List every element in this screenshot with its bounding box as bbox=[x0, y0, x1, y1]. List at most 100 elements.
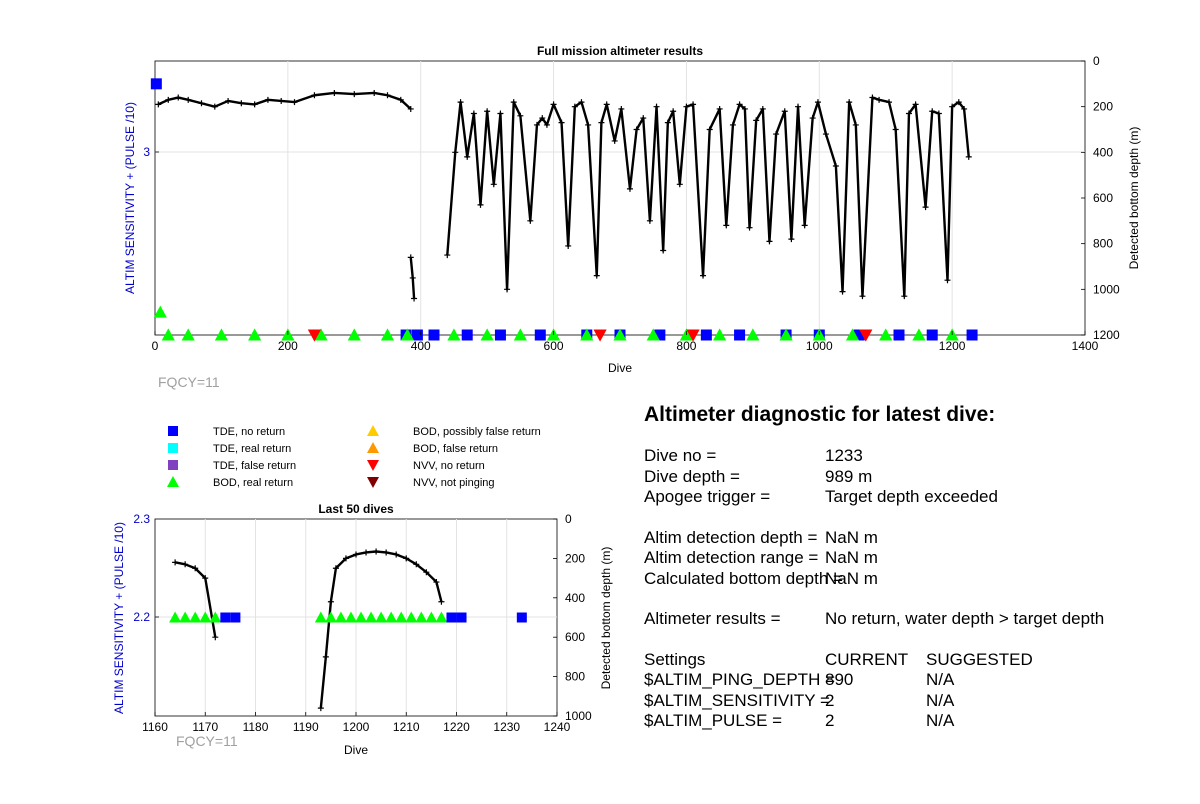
ping-depth-label: $ALTIM_PING_DEPTH = bbox=[644, 670, 835, 689]
x-tick-label: 1160 bbox=[142, 720, 168, 734]
status-marker bbox=[248, 328, 262, 341]
status-marker bbox=[380, 328, 395, 341]
y-tick-label-right: 0 bbox=[565, 512, 572, 526]
depth-point bbox=[822, 131, 829, 138]
legend-marker bbox=[168, 426, 178, 436]
depth-point bbox=[155, 101, 162, 108]
depth-point bbox=[912, 101, 919, 108]
status-marker bbox=[415, 611, 428, 623]
det-depth-value: NaN m bbox=[825, 527, 878, 547]
depth-point bbox=[700, 272, 707, 279]
status-marker bbox=[425, 611, 438, 623]
depth-point bbox=[832, 163, 839, 170]
depth-point bbox=[955, 99, 962, 106]
ping-depth-row: $ALTIM_PING_DEPTH = 890 N/A bbox=[644, 670, 1184, 691]
depth-point bbox=[729, 121, 736, 128]
status-marker bbox=[447, 328, 461, 341]
depth-point bbox=[332, 565, 339, 572]
results-label: Altimeter results = bbox=[644, 609, 781, 628]
depth-point bbox=[935, 110, 942, 117]
status-marker bbox=[534, 329, 546, 341]
pulse-label: $ALTIM_PULSE = bbox=[644, 711, 783, 730]
x-tick-label: 1220 bbox=[443, 720, 470, 734]
legend-marker bbox=[367, 425, 379, 436]
status-marker bbox=[646, 328, 660, 341]
depth-point bbox=[407, 254, 414, 261]
status-marker bbox=[334, 611, 347, 623]
status-marker bbox=[153, 305, 167, 318]
depth-point bbox=[317, 705, 324, 712]
depth-point bbox=[311, 92, 318, 99]
status-marker bbox=[314, 611, 327, 623]
depth-point bbox=[961, 105, 968, 112]
depth-point bbox=[706, 126, 713, 133]
status-marker bbox=[214, 328, 229, 341]
calc-bottom-row: Calculated bottom depth = NaN m bbox=[644, 569, 1184, 590]
depth-point bbox=[571, 103, 578, 110]
status-marker bbox=[428, 329, 440, 341]
depth-point bbox=[664, 119, 671, 126]
depth-point bbox=[291, 99, 298, 106]
status-marker bbox=[853, 329, 865, 341]
depth-point bbox=[759, 105, 766, 112]
depth-point bbox=[383, 549, 390, 556]
depth-point bbox=[859, 293, 866, 300]
status-marker bbox=[220, 612, 231, 623]
status-marker bbox=[513, 328, 527, 341]
apogee-row: Apogee trigger = Target depth exceeded bbox=[644, 487, 1184, 508]
depth-point bbox=[633, 126, 640, 133]
status-marker bbox=[230, 612, 241, 623]
status-marker bbox=[654, 329, 666, 341]
sensitivity-label: $ALTIM_SENSITIVITY = bbox=[644, 690, 830, 710]
status-marker bbox=[461, 329, 473, 341]
depth-point bbox=[949, 103, 956, 110]
depth-point bbox=[781, 108, 788, 115]
status-marker bbox=[779, 328, 793, 341]
depth-point bbox=[646, 217, 653, 224]
status-marker bbox=[169, 611, 182, 623]
y-tick-label-right: 800 bbox=[1093, 237, 1113, 251]
full-fqcy-note: FQCY=11 bbox=[158, 374, 220, 390]
legend-label: TDE, no return bbox=[213, 426, 285, 438]
status-marker bbox=[734, 329, 746, 341]
status-marker bbox=[926, 329, 938, 341]
full-y-axis-label-left: ALTIM SENSITIVITY + (PULSE /10) bbox=[123, 102, 137, 294]
full-depth-series bbox=[155, 89, 972, 302]
status-marker bbox=[456, 612, 467, 623]
dive-no-label: Dive no = bbox=[644, 446, 717, 465]
depth-point bbox=[892, 126, 899, 133]
last-chart-title: Last 50 dives bbox=[318, 502, 394, 516]
status-marker bbox=[344, 611, 357, 623]
depth-point bbox=[593, 272, 600, 279]
status-marker bbox=[435, 611, 448, 623]
full-y-tick-left: 3 bbox=[143, 145, 150, 159]
x-tick-label: 1230 bbox=[493, 720, 520, 734]
depth-point bbox=[676, 181, 683, 188]
x-tick-label: 1190 bbox=[293, 720, 319, 734]
depth-point bbox=[182, 561, 189, 568]
depth-point bbox=[363, 549, 370, 556]
depth-point bbox=[809, 115, 816, 122]
depth-point bbox=[212, 634, 219, 641]
y-tick-label-right: 0 bbox=[1093, 54, 1100, 68]
depth-point bbox=[626, 185, 633, 192]
status-marker bbox=[516, 612, 527, 623]
depth-point bbox=[876, 96, 883, 103]
depth-point bbox=[527, 217, 534, 224]
status-marker bbox=[181, 328, 195, 341]
depth-point bbox=[766, 238, 773, 245]
dive-depth-label: Dive depth = bbox=[644, 466, 740, 486]
depth-point bbox=[585, 121, 592, 128]
depth-point bbox=[965, 153, 972, 160]
depth-point bbox=[411, 295, 418, 302]
last-depth-series bbox=[172, 548, 445, 712]
x-tick-label: 1200 bbox=[343, 720, 370, 734]
depth-point bbox=[484, 108, 491, 115]
depth-point bbox=[353, 551, 359, 558]
depth-point bbox=[373, 548, 380, 555]
depth-point bbox=[670, 108, 677, 115]
depth-point bbox=[331, 89, 338, 96]
depth-point bbox=[198, 100, 205, 107]
depth-point bbox=[741, 105, 748, 112]
y-tick-label-right: 1000 bbox=[565, 709, 592, 723]
